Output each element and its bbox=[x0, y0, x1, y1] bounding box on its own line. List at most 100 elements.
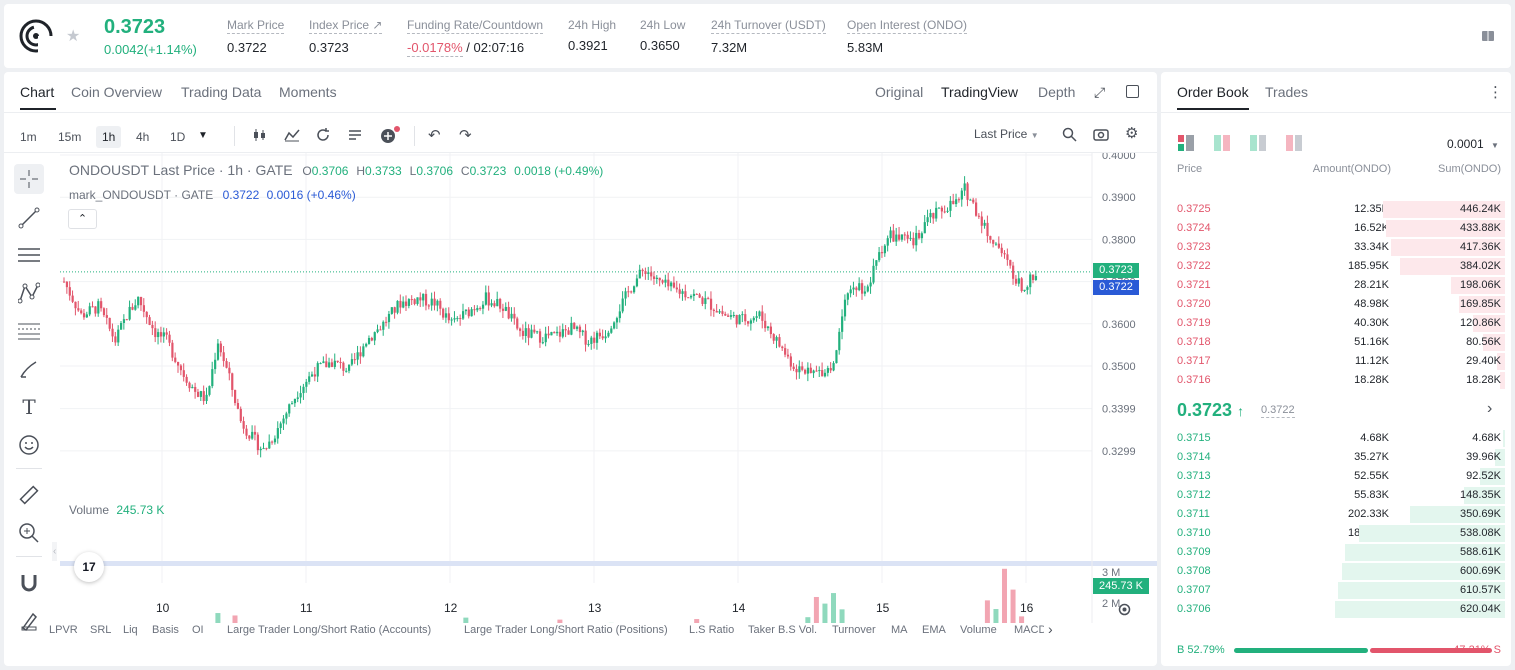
ask-row[interactable]: 0.3722 185.95K 384.02K bbox=[1177, 257, 1505, 276]
tradingview-logo-icon[interactable]: 17 bbox=[74, 552, 104, 582]
trend-line-tool-icon[interactable] bbox=[14, 203, 44, 233]
view-original[interactable]: Original bbox=[875, 84, 924, 100]
candle-body bbox=[234, 389, 237, 404]
row-sum: 4.68K bbox=[1472, 432, 1501, 444]
bid-row[interactable]: 0.37069.46K620.04K bbox=[1177, 600, 1505, 619]
ask-row[interactable]: 0.3725 12.35K 446.24K bbox=[1177, 200, 1505, 219]
tab-trading-data[interactable]: Trading Data bbox=[181, 84, 262, 100]
indicator-turnover[interactable]: Turnover bbox=[832, 624, 876, 636]
view-both-icon[interactable] bbox=[1178, 135, 1196, 151]
collapse-toolbar-icon[interactable]: ‹ bbox=[52, 542, 58, 561]
axis-settings-icon[interactable] bbox=[1117, 602, 1132, 617]
indicator-ls-positions[interactable]: Large Trader Long/Short Ratio (Positions… bbox=[464, 624, 668, 636]
candle-body bbox=[752, 317, 755, 321]
indicator-ema[interactable]: EMA bbox=[922, 624, 946, 636]
candle-body bbox=[467, 309, 470, 317]
chevron-right-icon[interactable]: › bbox=[1487, 400, 1493, 417]
ruler-tool-icon[interactable] bbox=[14, 480, 44, 510]
price-chart[interactable]: 0.40000.39000.38000.37000.36000.35000.33… bbox=[60, 153, 1157, 623]
candle-body bbox=[530, 329, 533, 338]
brush-tool-icon[interactable] bbox=[14, 354, 44, 384]
timeframe-15m[interactable]: 15m bbox=[58, 130, 82, 144]
redo-icon[interactable]: ↷ bbox=[459, 127, 472, 144]
ask-row[interactable]: 0.3723 33.34K 417.36K bbox=[1177, 238, 1505, 257]
bid-row[interactable]: 0.3712 55.83K 148.35K bbox=[1177, 486, 1505, 505]
stat-index-price[interactable]: Index Price ↗ 0.3723 bbox=[309, 18, 383, 55]
candle-body bbox=[972, 199, 975, 203]
bid-row[interactable]: 0.370950.53K588.61K bbox=[1177, 543, 1505, 562]
refresh-icon[interactable] bbox=[315, 127, 331, 143]
text-tool-icon[interactable]: T bbox=[22, 395, 36, 419]
timeframe-dropdown-icon[interactable]: ▼ bbox=[198, 130, 208, 141]
view-asks-icon[interactable] bbox=[1286, 135, 1304, 151]
indicator-taker-vol[interactable]: Taker B.S Vol. bbox=[748, 624, 818, 636]
bid-row[interactable]: 0.3714 35.27K 39.96K bbox=[1177, 448, 1505, 467]
ask-row[interactable]: 0.3724 16.52K 433.88K bbox=[1177, 219, 1505, 238]
window-icon[interactable] bbox=[1126, 85, 1139, 98]
ask-row[interactable]: 0.3718 51.16K 80.56K bbox=[1177, 333, 1505, 352]
timeframe-1d[interactable]: 1D bbox=[170, 130, 186, 144]
crosshair-tool-icon[interactable] bbox=[14, 164, 44, 194]
indicator-macd[interactable]: MACD bbox=[1014, 624, 1044, 636]
tab-chart[interactable]: Chart bbox=[20, 84, 55, 100]
indicator-basis[interactable]: Basis bbox=[152, 624, 179, 636]
bid-row[interactable]: 0.3710187.39K538.08K bbox=[1177, 524, 1505, 543]
ask-row[interactable]: 0.3720 48.98K 169.85K bbox=[1177, 295, 1505, 314]
zoom-in-tool-icon[interactable] bbox=[14, 518, 44, 548]
candle-body bbox=[613, 322, 616, 329]
timeframe-1h[interactable]: 1h bbox=[96, 126, 122, 148]
ask-row[interactable]: 0.3719 40.30K 120.86K bbox=[1177, 314, 1505, 333]
indicators-icon[interactable] bbox=[284, 127, 300, 143]
candle-body bbox=[903, 234, 906, 236]
indicator-liq[interactable]: Liq bbox=[123, 624, 138, 636]
ask-row[interactable]: 0.3717 11.12K 29.40K bbox=[1177, 352, 1505, 371]
indicator-ls-accounts[interactable]: Large Trader Long/Short Ratio (Accounts) bbox=[227, 624, 432, 636]
favorite-star-icon[interactable]: ★ bbox=[66, 28, 81, 45]
magnet-tool-icon[interactable] bbox=[14, 568, 44, 598]
bid-row[interactable]: 0.370812.07K600.69K bbox=[1177, 562, 1505, 581]
view-split-icon[interactable] bbox=[1214, 135, 1232, 151]
camera-icon[interactable] bbox=[1093, 127, 1109, 142]
pattern-tool-icon[interactable] bbox=[14, 278, 44, 308]
price-type-select[interactable]: Last Price ▼ bbox=[974, 127, 1039, 141]
timeframe-4h[interactable]: 4h bbox=[136, 130, 150, 144]
candle-body bbox=[282, 418, 285, 424]
horizontal-lines-tool-icon[interactable] bbox=[14, 240, 44, 270]
tab-trades[interactable]: Trades bbox=[1265, 84, 1309, 100]
precision-select[interactable]: 0.0001 ▼ bbox=[1447, 137, 1499, 151]
lock-drawing-icon[interactable] bbox=[14, 606, 44, 636]
more-options-icon[interactable]: ⋮ bbox=[1488, 84, 1503, 101]
timeframe-1m[interactable]: 1m bbox=[20, 130, 37, 144]
indicator-lpvr[interactable]: LPVR bbox=[49, 624, 78, 636]
search-icon[interactable] bbox=[1062, 127, 1077, 142]
view-depth[interactable]: Depth bbox=[1038, 84, 1076, 100]
ask-row[interactable]: 0.3721 28.21K 198.06K bbox=[1177, 276, 1505, 295]
row-sum: 148.35K bbox=[1460, 489, 1501, 501]
tab-moments[interactable]: Moments bbox=[279, 84, 337, 100]
scroll-right-icon[interactable]: › bbox=[1048, 621, 1053, 637]
view-bids-icon[interactable] bbox=[1250, 135, 1268, 151]
bid-row[interactable]: 0.3713 52.55K 92.52K bbox=[1177, 467, 1505, 486]
view-tradingview[interactable]: TradingView bbox=[941, 84, 1019, 100]
indicator-srl[interactable]: SRL bbox=[90, 624, 112, 636]
bid-row[interactable]: 0.37079.88K610.57K bbox=[1177, 581, 1505, 600]
bid-row[interactable]: 0.3715 4.68K 4.68K bbox=[1177, 429, 1505, 448]
ask-row[interactable]: 0.3716 18.28K 18.28K bbox=[1177, 371, 1505, 390]
indicator-ma[interactable]: MA bbox=[891, 624, 908, 636]
add-indicator-icon[interactable] bbox=[379, 125, 401, 145]
indicator-oi[interactable]: OI bbox=[192, 624, 204, 636]
fibonacci-tool-icon[interactable] bbox=[14, 316, 44, 346]
indicator-ls-ratio[interactable]: L.S Ratio bbox=[689, 624, 735, 636]
tab-order-book[interactable]: Order Book bbox=[1177, 84, 1249, 100]
emoji-tool-icon[interactable] bbox=[14, 430, 44, 460]
expand-icon[interactable]: ⤢ bbox=[1094, 84, 1106, 100]
tab-coin-overview[interactable]: Coin Overview bbox=[71, 84, 163, 100]
collapse-legend-button[interactable]: ⌃ bbox=[68, 209, 97, 229]
bid-row[interactable]: 0.3711 202.33K 350.69K bbox=[1177, 505, 1505, 524]
candle-type-icon[interactable] bbox=[252, 127, 268, 143]
template-icon[interactable] bbox=[347, 127, 363, 143]
indicator-volume[interactable]: Volume bbox=[960, 624, 997, 636]
book-icon[interactable] bbox=[1481, 29, 1495, 43]
settings-gear-icon[interactable]: ⚙ bbox=[1125, 125, 1139, 142]
undo-icon[interactable]: ↶ bbox=[428, 127, 441, 144]
